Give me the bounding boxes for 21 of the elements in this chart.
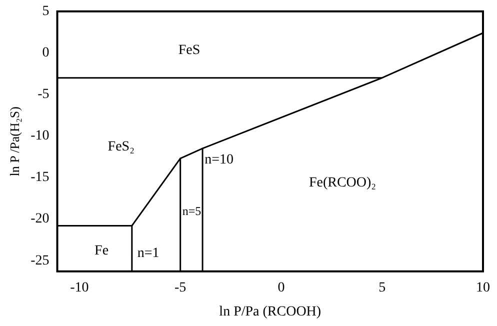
annotation: Fe: [94, 243, 109, 258]
annotation: n=10: [204, 152, 234, 168]
annotation: n=5: [182, 204, 202, 218]
y-tick-label: 0: [42, 46, 50, 61]
y-axis-title: ln P /Pa(H₂S): [7, 106, 22, 176]
x-tick-label: -5: [174, 280, 186, 296]
x-tick-label: 10: [476, 280, 490, 296]
y-tick-label: -5: [38, 87, 50, 102]
y-tick-label: 5: [42, 4, 50, 20]
annotation: FeS₂: [108, 139, 135, 154]
x-tick-label: 0: [278, 280, 285, 296]
y-tick-label: -10: [30, 128, 50, 144]
annotation: FeS: [178, 43, 200, 58]
y-tick-label: -20: [30, 212, 50, 227]
x-axis-title: ln P/Pa (RCOOH): [219, 304, 322, 320]
annotation: n=1: [137, 246, 160, 261]
y-tick-label: -15: [30, 170, 50, 186]
x-tick-label: 5: [378, 280, 386, 296]
y-tick-label: -25: [30, 253, 50, 268]
annotation: Fe(RCOO)₂: [308, 176, 376, 191]
x-tick-label: -10: [70, 280, 89, 296]
